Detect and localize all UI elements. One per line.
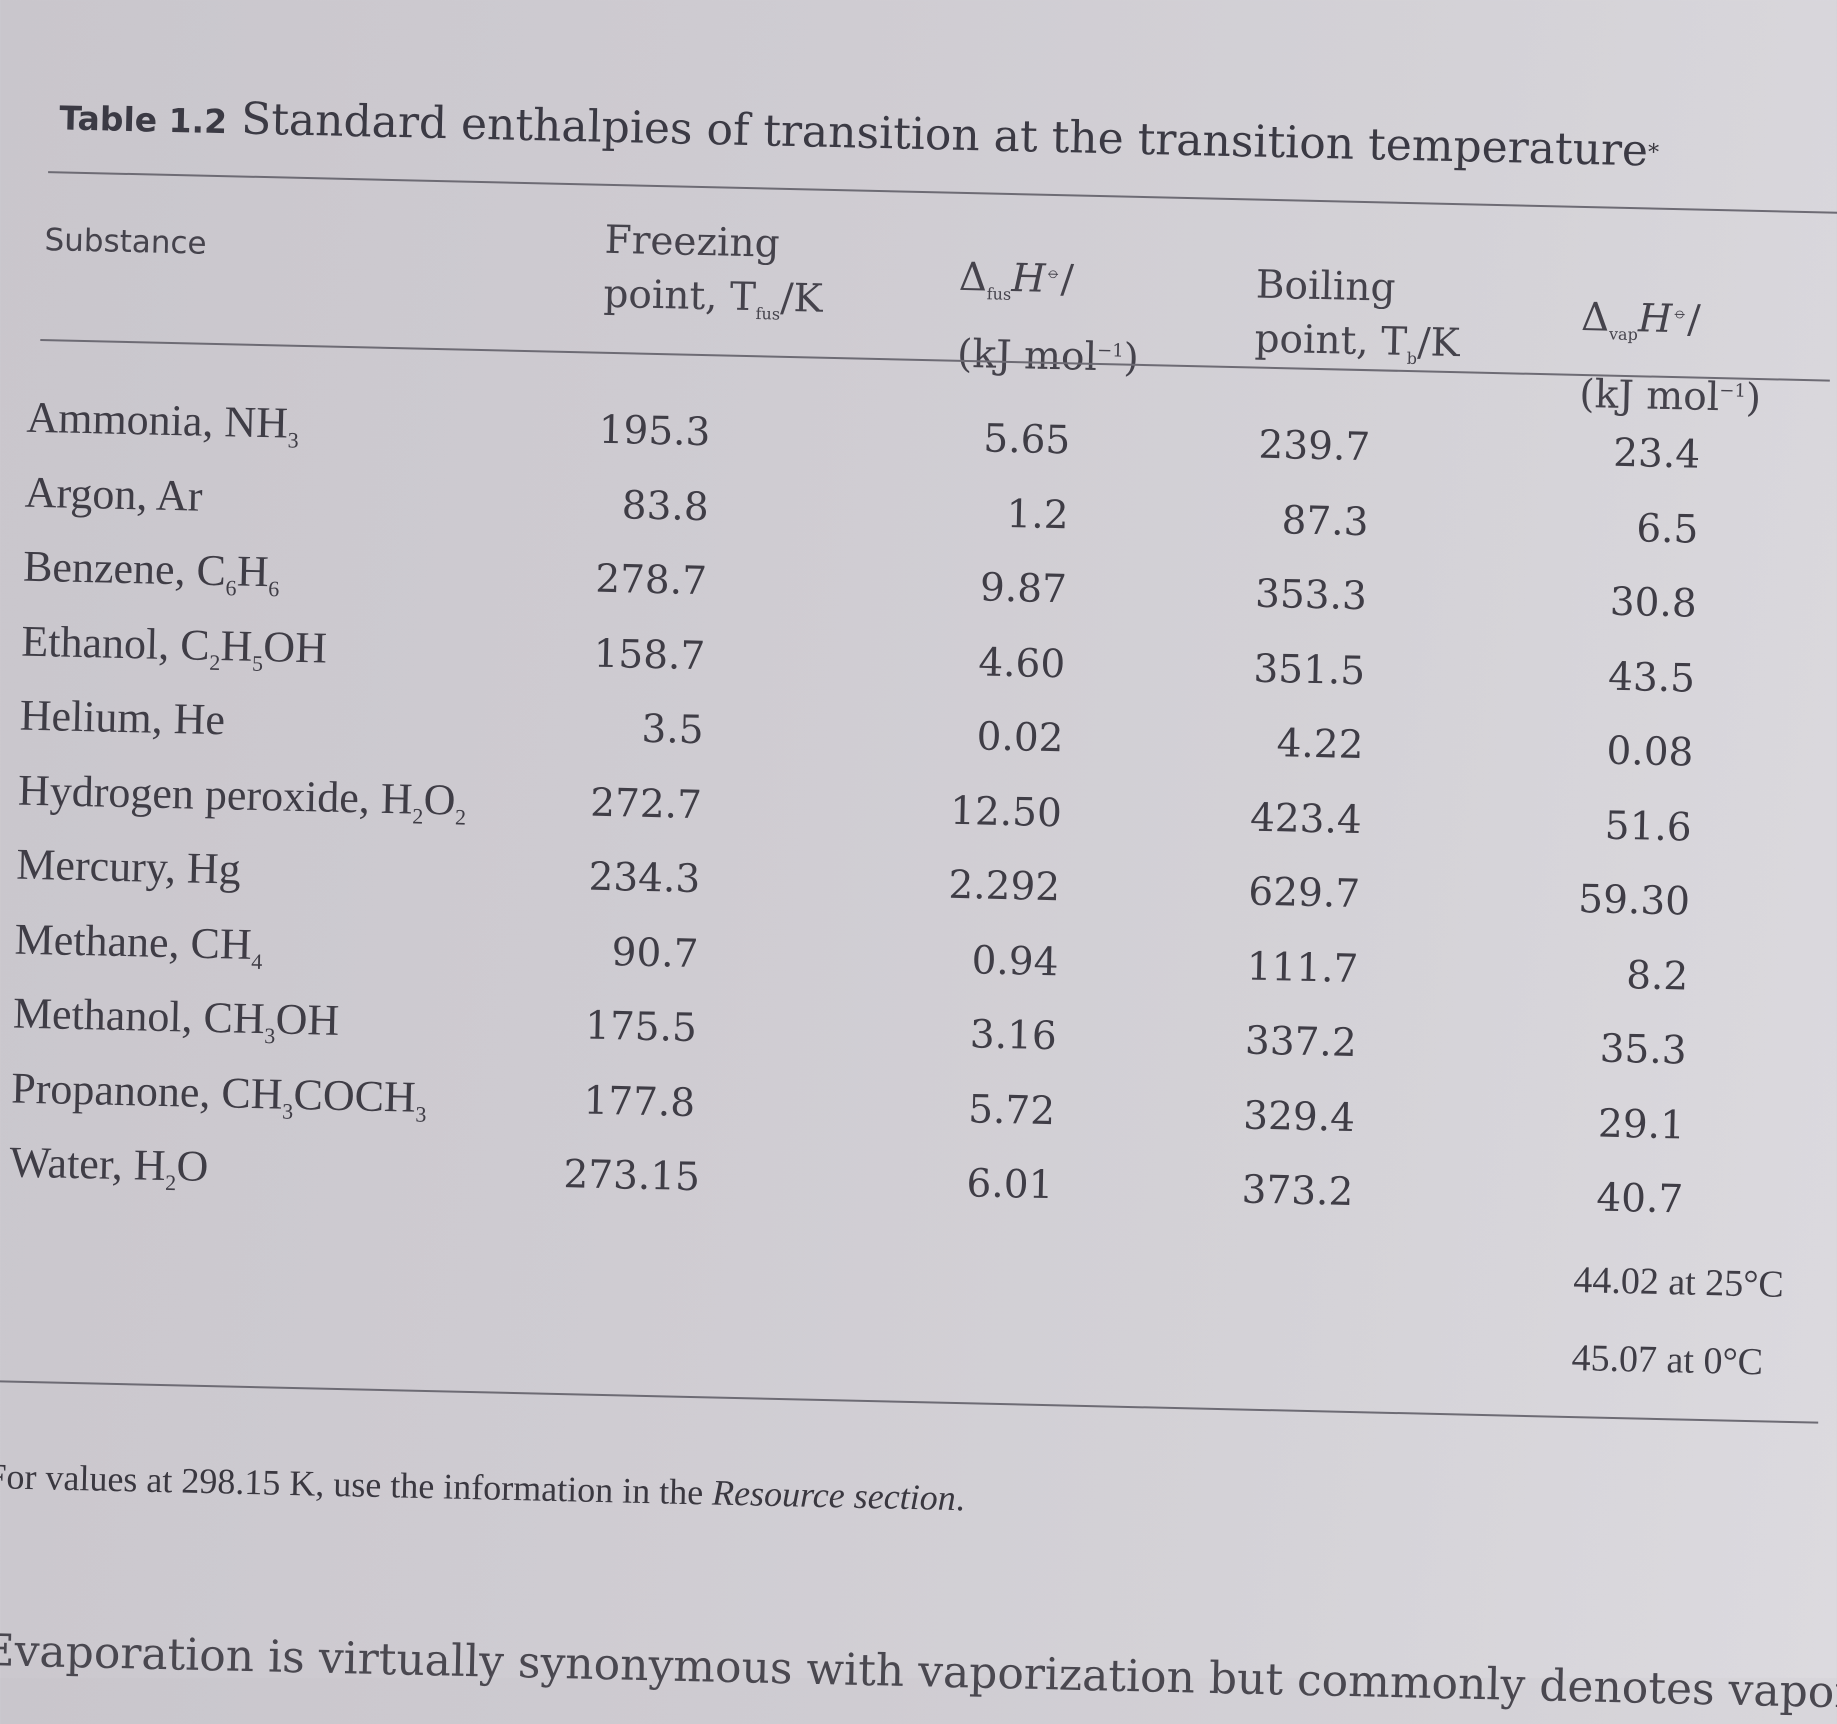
vaporization-enthalpy-value: 0.08 bbox=[1606, 728, 1694, 776]
boiling-point-value: 423.4 bbox=[1249, 795, 1363, 843]
substance-name: Hydrogen peroxide, H2O2 bbox=[17, 765, 467, 830]
top-rule bbox=[48, 171, 1837, 214]
freezing-point-value: 272.7 bbox=[589, 780, 703, 828]
freezing-point-value: 3.5 bbox=[641, 706, 705, 754]
boiling-point-value: 373.2 bbox=[1241, 1167, 1354, 1216]
vaporization-enthalpy-value: 35.3 bbox=[1599, 1026, 1688, 1074]
boiling-point-value: 239.7 bbox=[1258, 422, 1371, 471]
header-freezing-point: Freezing point, Tfus/K bbox=[602, 217, 824, 324]
freezing-point-value: 234.3 bbox=[588, 854, 701, 903]
freezing-point-value: 158.7 bbox=[593, 631, 706, 679]
fusion-enthalpy-value: 1.2 bbox=[1006, 491, 1070, 538]
freezing-point-value: 278.7 bbox=[594, 556, 708, 605]
bottom-rule bbox=[0, 1379, 1819, 1424]
table-caption: Table 1.2 Standard enthalpies of transiti… bbox=[58, 89, 1660, 177]
fusion-enthalpy-value: 12.50 bbox=[949, 788, 1063, 836]
water-extra-1: 44.02 at 25°C bbox=[1572, 1259, 1785, 1306]
boiling-point-value: 353.3 bbox=[1254, 571, 1368, 620]
water-extra-2: 45.07 at 0°C bbox=[1571, 1337, 1764, 1384]
fusion-enthalpy-value: 0.02 bbox=[976, 714, 1065, 762]
substance-name: Helium, He bbox=[19, 690, 226, 745]
header-rule bbox=[40, 339, 1830, 382]
vaporization-enthalpy-value: 51.6 bbox=[1604, 803, 1693, 851]
substance-name: Methane, CH4 bbox=[14, 914, 263, 974]
fusion-enthalpy-value: 4.60 bbox=[977, 639, 1066, 687]
vaporization-enthalpy-value: 29.1 bbox=[1597, 1101, 1686, 1149]
freezing-point-value: 175.5 bbox=[584, 1003, 698, 1052]
substance-name: Argon, Ar bbox=[24, 467, 204, 521]
body-text: Evaporation is virtually synonymous with… bbox=[0, 1625, 1837, 1722]
header-substance: Substance bbox=[44, 222, 208, 262]
vaporization-enthalpy-value: 59.30 bbox=[1577, 877, 1691, 925]
fusion-enthalpy-value: 9.87 bbox=[979, 565, 1068, 613]
boiling-point-value: 4.22 bbox=[1276, 721, 1364, 769]
table-label: Table 1.2 bbox=[58, 98, 228, 142]
fusion-enthalpy-value: 5.72 bbox=[967, 1086, 1056, 1134]
fusion-enthalpy-value: 5.65 bbox=[982, 416, 1071, 464]
vaporization-enthalpy-value: 8.2 bbox=[1625, 952, 1689, 1000]
vaporization-enthalpy-value: 6.5 bbox=[1635, 505, 1699, 553]
substance-name: Water, H2O bbox=[9, 1137, 209, 1196]
table-footnote: For values at 298.15 K, use the informat… bbox=[0, 1456, 966, 1519]
vaporization-enthalpy-value: 30.8 bbox=[1609, 579, 1698, 627]
fusion-enthalpy-value: 3.16 bbox=[969, 1012, 1058, 1060]
substance-name: Propanone, CH3COCH3 bbox=[10, 1063, 427, 1127]
table-body: Ammonia, NH3 195.3 5.65 239.7 23.4 Argon, Ar 8… bbox=[0, 0, 1837, 1223]
fusion-enthalpy-value: 6.01 bbox=[966, 1161, 1054, 1209]
boiling-point-value: 337.2 bbox=[1244, 1018, 1358, 1067]
caption-footnote-mark: * bbox=[1647, 140, 1660, 166]
boiling-point-value: 111.7 bbox=[1246, 944, 1359, 992]
vaporization-enthalpy-value: 43.5 bbox=[1607, 654, 1696, 702]
freezing-point-value: 273.15 bbox=[562, 1152, 701, 1201]
substance-name: Ethanol, C2H5OH bbox=[20, 616, 328, 676]
freezing-point-value: 177.8 bbox=[583, 1078, 696, 1126]
vaporization-enthalpy-value: 40.7 bbox=[1595, 1175, 1684, 1223]
boiling-point-value: 629.7 bbox=[1247, 869, 1361, 918]
boiling-point-value: 329.4 bbox=[1242, 1093, 1356, 1141]
vaporization-enthalpy-value: 23.4 bbox=[1612, 430, 1701, 478]
fusion-enthalpy-value: 2.292 bbox=[947, 862, 1061, 911]
freezing-point-value: 195.3 bbox=[598, 407, 711, 456]
boiling-point-value: 87.3 bbox=[1281, 497, 1370, 545]
substance-name: Ammonia, NH3 bbox=[25, 392, 299, 453]
substance-name: Mercury, Hg bbox=[15, 839, 242, 894]
boiling-point-value: 351.5 bbox=[1252, 646, 1366, 694]
table-title: Standard enthalpies of transition at the… bbox=[240, 93, 1649, 177]
fusion-enthalpy-value: 0.94 bbox=[971, 937, 1059, 985]
header-vaporization-enthalpy: ΔvapH⦵/ (kJ mol−1) bbox=[1578, 294, 1762, 421]
freezing-point-value: 90.7 bbox=[611, 929, 700, 977]
substance-name: Benzene, C6H6 bbox=[22, 541, 280, 602]
freezing-point-value: 83.8 bbox=[621, 482, 710, 530]
substance-name: Methanol, CH3OH bbox=[12, 988, 340, 1049]
